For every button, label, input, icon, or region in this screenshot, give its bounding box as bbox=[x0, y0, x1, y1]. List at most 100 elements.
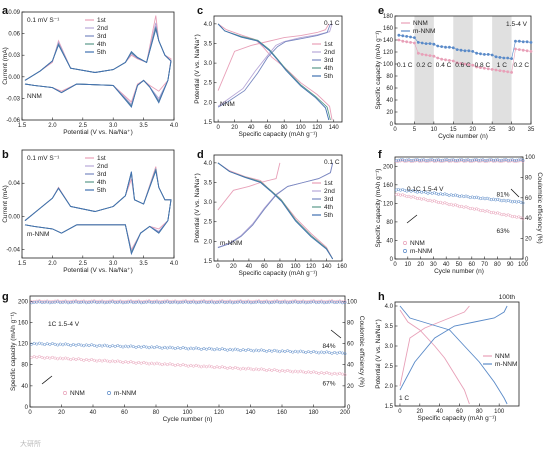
cycle-point-m-NNM bbox=[43, 343, 47, 347]
x-tick-label: 200 bbox=[340, 410, 351, 416]
legend-label: 5th bbox=[97, 49, 106, 56]
axes-frame bbox=[21, 11, 175, 121]
panel-letter-a: a bbox=[2, 5, 9, 17]
cycle-point-NNM-CE bbox=[468, 160, 472, 163]
rate-point-NNM bbox=[424, 53, 428, 57]
cycle-point-NNM bbox=[95, 359, 99, 363]
cycle-point-NNM bbox=[69, 358, 73, 362]
cycle-point-NNM bbox=[79, 358, 83, 361]
rate-point-NNM bbox=[409, 41, 412, 44]
cycle-point-NNM bbox=[309, 371, 313, 375]
cycle-point-NNM bbox=[325, 371, 329, 375]
cycle-point-NNM-CE bbox=[312, 299, 316, 303]
cycle-point-m-NNM-CE bbox=[458, 158, 462, 162]
cycle-point-m-NNM bbox=[340, 351, 344, 355]
cycle-point-m-NNM bbox=[205, 347, 209, 351]
cycle-point-m-NNM bbox=[176, 346, 180, 350]
cycle-point-NNM bbox=[283, 369, 287, 373]
cycle-point-NNM bbox=[246, 366, 250, 370]
x-tick-label: 120 bbox=[214, 410, 225, 416]
x-tick-label: 80 bbox=[281, 125, 288, 131]
cycle-point-NNM bbox=[58, 356, 62, 360]
x-tick-label: 5 bbox=[413, 127, 417, 133]
cycle-point-m-NNM bbox=[84, 343, 88, 347]
cycle-point-NNM bbox=[299, 369, 303, 373]
legend-label: NNM bbox=[70, 390, 85, 397]
rate-point-NNM bbox=[498, 69, 502, 72]
cycle-point-m-NNM-CE bbox=[394, 159, 398, 162]
cycle-point-NNM-CE bbox=[82, 299, 86, 303]
rate-point-m-NNM bbox=[510, 57, 513, 60]
cycle-point-m-NNM-CE bbox=[246, 300, 250, 304]
cv-curve-5th bbox=[24, 169, 172, 256]
x-tick-label: 4.0 bbox=[170, 261, 179, 267]
y2-tick-label: 100 bbox=[347, 299, 358, 305]
cycle-point-NNM bbox=[244, 367, 248, 371]
cycle-point-NNM-CE bbox=[453, 160, 457, 163]
cycle-point-NNM-CE bbox=[184, 299, 188, 303]
x-tick-label: 2.5 bbox=[79, 123, 88, 129]
cycle-point-m-NNM bbox=[320, 350, 323, 354]
retention-nnm: 63% bbox=[496, 228, 509, 235]
x-tick-label: 20 bbox=[230, 264, 237, 270]
x-tick-label: 10 bbox=[404, 262, 411, 268]
cycle-point-NNM bbox=[121, 361, 125, 364]
y-tick-label: 4.0 bbox=[385, 304, 394, 310]
cycle-point-m-NNM-CE bbox=[45, 300, 49, 304]
cycle-point-NNM bbox=[521, 217, 525, 221]
cycle-point-NNM bbox=[150, 361, 154, 365]
cycle-point-NNM bbox=[288, 369, 292, 373]
gcd-curve-3rd bbox=[217, 23, 331, 108]
y-tick-label: 40 bbox=[386, 98, 393, 104]
cycle-point-NNM bbox=[333, 371, 337, 375]
gcd-curve-m-NNM-d bbox=[399, 305, 508, 405]
cycle-point-NNM bbox=[152, 362, 156, 366]
y-tick-label: 80 bbox=[386, 220, 393, 226]
cycle-point-m-NNM bbox=[118, 344, 122, 348]
cycle-point-NNM-CE bbox=[111, 299, 114, 303]
cycle-point-NNM bbox=[48, 356, 52, 360]
cycle-point-m-NNM-CE bbox=[312, 300, 316, 304]
cycle-point-NNM bbox=[155, 361, 159, 365]
cycle-point-m-NNM bbox=[171, 346, 175, 350]
y2-axis-label: Coulombic efficiency (%) bbox=[358, 316, 365, 387]
cycle-point-NNM-CE bbox=[521, 159, 525, 163]
rate-point-m-NNM bbox=[514, 39, 517, 43]
cycle-point-m-NNM bbox=[147, 346, 151, 350]
cycle-point-NNM bbox=[126, 361, 130, 364]
rate-point-m-NNM bbox=[471, 50, 475, 53]
x-tick-label: 160 bbox=[337, 264, 348, 270]
legend-label: 5th bbox=[324, 73, 333, 80]
x-tick-label: 40 bbox=[246, 264, 253, 270]
rate-point-m-NNM bbox=[409, 35, 412, 39]
rate-point-NNM bbox=[517, 48, 521, 51]
legend-label: 1st bbox=[324, 41, 333, 48]
legend-marker bbox=[403, 241, 407, 245]
legend-label: NNM bbox=[410, 240, 425, 247]
cycle-point-m-NNM bbox=[163, 345, 167, 349]
y-tick-label: 3.0 bbox=[204, 200, 213, 206]
rate-point-NNM bbox=[506, 70, 510, 74]
rate-point-m-NNM bbox=[517, 39, 521, 43]
cycle-point-m-NNM-CE bbox=[220, 300, 224, 304]
cycle-point-m-NNM bbox=[45, 342, 49, 346]
gcd-curve-NNM-d bbox=[399, 309, 470, 405]
cycle-point-NNM bbox=[280, 368, 284, 372]
rate-point-m-NNM bbox=[432, 42, 436, 46]
cycle-point-m-NNM bbox=[309, 350, 313, 354]
cycle-point-NNM bbox=[165, 363, 169, 367]
cycle-point-m-NNM bbox=[254, 348, 258, 352]
cycle-point-m-NNM bbox=[100, 344, 104, 348]
x-tick-label: 20 bbox=[469, 127, 476, 133]
cycle-point-m-NNM-CE bbox=[439, 159, 443, 162]
x-tick-label: 50 bbox=[456, 262, 463, 268]
panel-letter-d: d bbox=[197, 149, 204, 161]
x-tick-label: 100 bbox=[494, 409, 505, 415]
cycle-point-NNM bbox=[212, 366, 216, 370]
cycle-point-m-NNM-CE bbox=[456, 158, 459, 162]
rate-point-m-NNM bbox=[455, 48, 459, 51]
cycle-point-NNM bbox=[267, 368, 271, 372]
cycle-point-NNM bbox=[118, 360, 122, 364]
x-tick-label: 80 bbox=[153, 410, 160, 416]
cycle-point-NNM bbox=[168, 362, 172, 366]
